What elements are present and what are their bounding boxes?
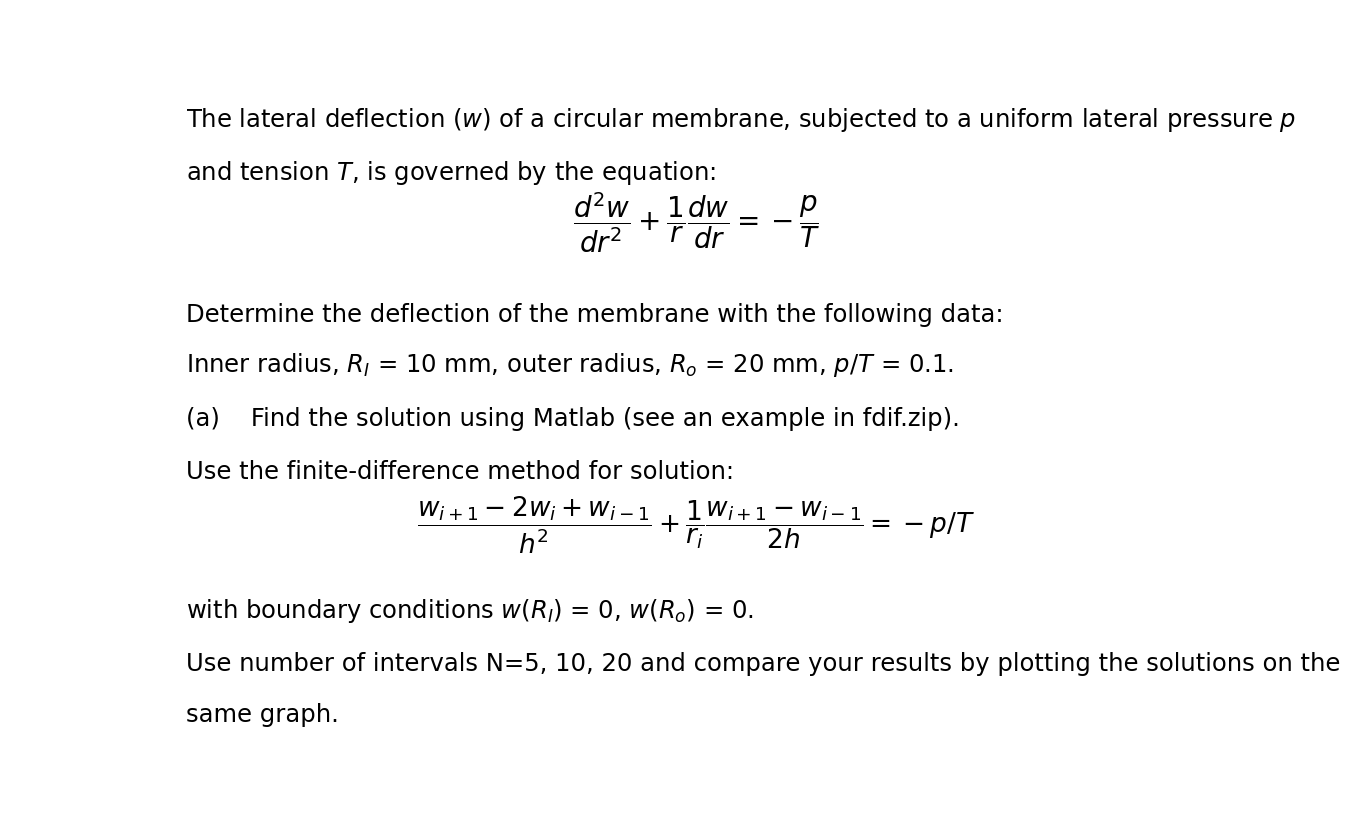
Text: The lateral deflection ($w$) of a circular membrane, subjected to a uniform late: The lateral deflection ($w$) of a circul… (186, 106, 1296, 133)
Text: Use number of intervals N=5, 10, 20 and compare your results by plotting the sol: Use number of intervals N=5, 10, 20 and … (186, 652, 1340, 676)
Text: (a)    Find the solution using Matlab (see an example in fdif.zip).: (a) Find the solution using Matlab (see … (186, 407, 959, 431)
Text: $\dfrac{w_{i+1} - 2w_i + w_{i-1}}{h^2} + \dfrac{1}{r_i}\dfrac{w_{i+1} - w_{i-1}}: $\dfrac{w_{i+1} - 2w_i + w_{i-1}}{h^2} +… (417, 494, 975, 555)
Text: same graph.: same graph. (186, 703, 338, 726)
Text: Inner radius, $R_I$ = 10 mm, outer radius, $R_o$ = 20 mm, $p/T$ = 0.1.: Inner radius, $R_I$ = 10 mm, outer radiu… (186, 351, 953, 380)
Text: $\dfrac{d^2w}{dr^2} + \dfrac{1}{r}\dfrac{dw}{dr} = -\dfrac{p}{T}$: $\dfrac{d^2w}{dr^2} + \dfrac{1}{r}\dfrac… (573, 190, 819, 254)
Text: Determine the deflection of the membrane with the following data:: Determine the deflection of the membrane… (186, 303, 1004, 326)
Text: Use the finite-difference method for solution:: Use the finite-difference method for sol… (186, 461, 733, 484)
Text: with boundary conditions $w(R_I)$ = 0, $w(R_o)$ = 0.: with boundary conditions $w(R_I)$ = 0, $… (186, 597, 754, 625)
Text: and tension $T$, is governed by the equation:: and tension $T$, is governed by the equa… (186, 159, 716, 187)
